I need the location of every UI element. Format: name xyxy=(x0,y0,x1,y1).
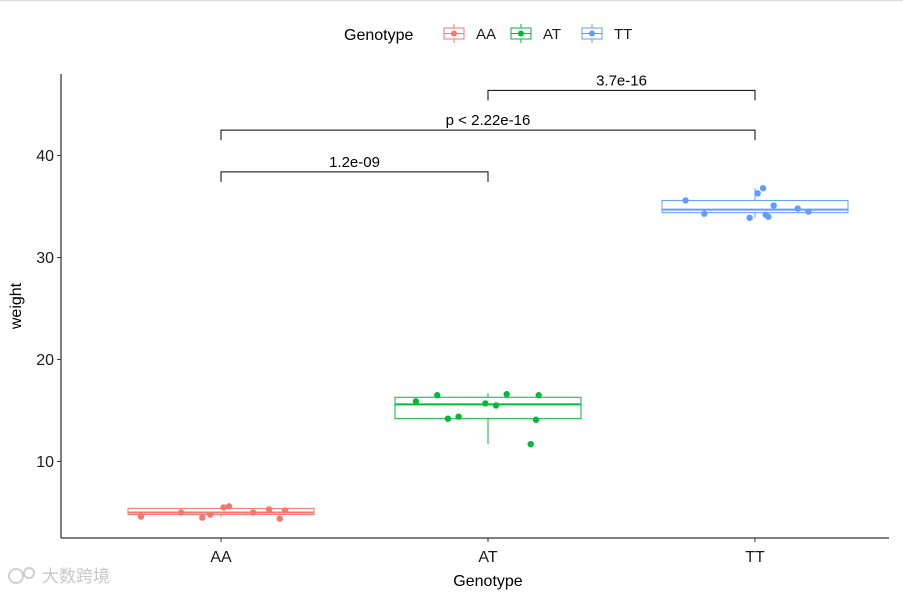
data-point-aa xyxy=(225,503,233,510)
legend-item-tt: TT xyxy=(581,24,632,43)
y-tick-label: 10 xyxy=(36,454,54,471)
data-point-tt xyxy=(682,197,689,204)
box-body xyxy=(661,199,849,214)
watermark-text: 大数跨境 xyxy=(42,567,110,586)
data-point-tt xyxy=(754,190,761,197)
data-point-aa xyxy=(137,513,145,520)
data-point-tt xyxy=(770,202,777,209)
legend-key-point xyxy=(451,30,457,37)
legend-title: Genotype xyxy=(344,27,413,44)
x-tick-label-tt: TT xyxy=(745,549,765,566)
legend-item-at: AT xyxy=(510,24,561,43)
data-point-at xyxy=(503,391,510,398)
data-point-at xyxy=(527,440,534,448)
watermark: 大数跨境 xyxy=(8,567,110,586)
y-tick-label: 40 xyxy=(36,148,54,165)
data-point-tt xyxy=(701,210,708,217)
comparison-bracket-line xyxy=(487,89,756,101)
data-point-at xyxy=(482,400,489,407)
legend-label-at: AT xyxy=(543,26,561,43)
data-point-at xyxy=(532,416,540,423)
data-point-at xyxy=(444,415,452,422)
data-point-aa xyxy=(207,511,214,518)
data-point-aa xyxy=(276,515,283,522)
data-point-at xyxy=(535,392,542,399)
data-point-at xyxy=(455,413,462,420)
data-point-tt xyxy=(746,214,753,221)
data-point-aa xyxy=(281,507,289,514)
data-point-tt xyxy=(805,208,812,215)
legend: Genotype AA AT TT xyxy=(344,24,632,44)
data-point-tt xyxy=(759,185,767,192)
data-point-tt xyxy=(765,213,772,220)
y-tick-label: 30 xyxy=(36,250,54,267)
comparison-p-value: 3.7e-16 xyxy=(596,72,647,89)
comparison-bracket-3: 3.7e-16 xyxy=(487,72,756,101)
x-tick-label-aa: AA xyxy=(210,549,232,566)
comparison-bracket-1: 1.2e-09 xyxy=(220,154,489,182)
y-axis-title: weight xyxy=(8,282,25,330)
legend-key-point xyxy=(589,30,595,37)
data-point-aa xyxy=(220,504,227,511)
data-point-aa xyxy=(177,509,185,516)
legend-item-aa: AA xyxy=(443,24,496,43)
comparison-p-value: p < 2.22e-16 xyxy=(446,112,531,129)
comparison-p-value: 1.2e-09 xyxy=(329,154,380,171)
data-point-at xyxy=(434,392,441,399)
data-point-at xyxy=(492,402,500,409)
comparison-bracket-line xyxy=(220,171,489,182)
comparison-bracket-2: p < 2.22e-16 xyxy=(220,112,756,141)
legend-label-tt: TT xyxy=(614,26,632,43)
box-at xyxy=(394,393,582,445)
watermark-logo-icon xyxy=(8,567,35,584)
x-tick-label-at: AT xyxy=(478,549,497,566)
data-point-aa xyxy=(199,514,206,521)
y-tick-label: 20 xyxy=(36,352,54,369)
data-point-aa xyxy=(249,509,257,516)
data-point-tt xyxy=(794,205,801,212)
x-axis-title: Genotype xyxy=(453,573,522,590)
top-divider xyxy=(0,0,903,1)
data-point-aa xyxy=(265,506,273,513)
legend-label-aa: AA xyxy=(476,26,496,43)
comparison-bracket-line xyxy=(220,129,756,141)
box-body xyxy=(394,396,582,420)
legend-key-point xyxy=(518,30,524,37)
box-tt xyxy=(661,188,849,218)
data-point-at xyxy=(412,398,420,405)
